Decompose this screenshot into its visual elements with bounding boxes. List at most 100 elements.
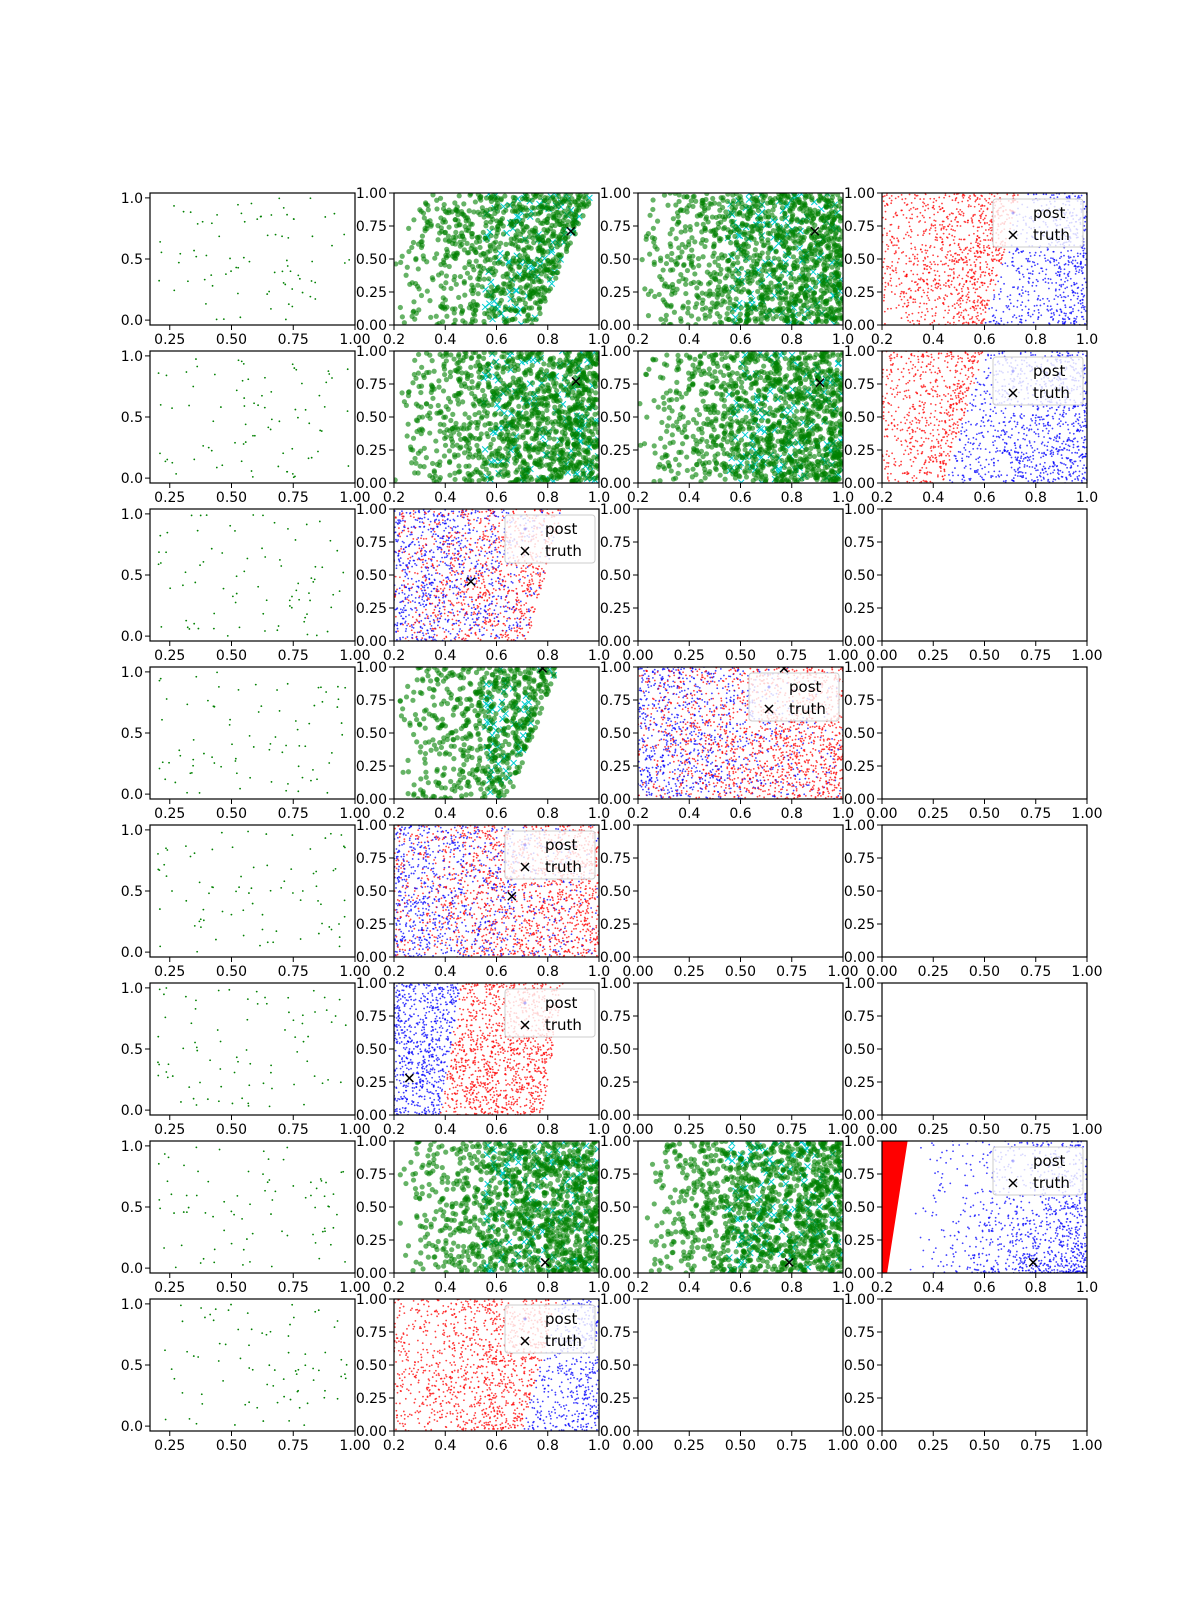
posterior-point	[973, 321, 976, 324]
posterior-point	[1063, 272, 1066, 275]
posterior-point	[981, 204, 984, 207]
posterior-point	[1049, 309, 1052, 311]
data-point	[699, 306, 706, 312]
data-point	[502, 304, 509, 310]
posterior-point	[956, 276, 959, 279]
posterior-point	[897, 247, 900, 249]
data-point	[792, 245, 798, 251]
data-point	[718, 302, 724, 308]
posterior-point	[930, 267, 932, 270]
data-point	[444, 427, 450, 433]
posterior-point	[1010, 320, 1013, 323]
data-point	[503, 241, 509, 247]
posterior-point	[946, 236, 948, 239]
posterior-point	[1012, 265, 1015, 268]
data-point	[442, 229, 449, 235]
data-point	[811, 265, 817, 271]
posterior-point	[955, 288, 958, 291]
posterior-point	[982, 246, 985, 249]
posterior-point	[1006, 265, 1009, 267]
posterior-point	[945, 262, 947, 265]
posterior-point	[976, 280, 979, 283]
data-point	[529, 279, 536, 285]
posterior-point	[934, 263, 937, 266]
data-point	[798, 254, 804, 260]
posterior-point	[991, 272, 994, 275]
data-point	[649, 235, 655, 241]
data-point	[670, 216, 676, 222]
data-point	[578, 423, 584, 429]
data-point	[698, 240, 704, 246]
posterior-point	[927, 297, 930, 299]
posterior-point	[1038, 254, 1041, 257]
data-point	[399, 314, 405, 320]
data-point	[680, 303, 686, 309]
posterior-point	[967, 271, 970, 273]
posterior-point	[981, 281, 984, 284]
posterior-point	[1072, 308, 1074, 310]
posterior-point	[1064, 263, 1067, 265]
posterior-point	[911, 319, 914, 322]
data-point	[449, 209, 455, 215]
data-point	[675, 255, 681, 261]
data-point	[835, 225, 841, 231]
posterior-point	[979, 261, 982, 264]
posterior-point	[897, 225, 900, 228]
posterior-point	[895, 244, 898, 247]
data-point	[196, 365, 199, 368]
data-point	[242, 362, 245, 365]
data-point	[442, 237, 449, 243]
posterior-point	[956, 293, 959, 296]
posterior-point	[905, 305, 908, 308]
posterior-point	[949, 274, 952, 277]
data-point	[704, 193, 710, 197]
posterior-point	[895, 271, 898, 274]
data-point	[751, 273, 758, 279]
posterior-point	[985, 266, 988, 269]
posterior-point	[949, 243, 952, 246]
data-point	[730, 218, 736, 225]
posterior-point	[942, 303, 945, 306]
posterior-point	[972, 320, 974, 323]
data-point	[318, 394, 321, 397]
data-point	[797, 240, 803, 247]
x-tick-label: 0.75	[278, 490, 309, 506]
data-point	[767, 223, 773, 229]
posterior-point	[977, 299, 979, 301]
data-point	[791, 317, 797, 323]
posterior-point	[1027, 193, 1030, 196]
posterior-point	[974, 265, 977, 268]
posterior-point	[884, 204, 886, 207]
data-point	[683, 290, 689, 297]
posterior-point	[1071, 289, 1074, 292]
data-point	[688, 198, 694, 204]
posterior-point	[947, 264, 950, 267]
posterior-point	[882, 261, 885, 264]
data-point	[755, 288, 761, 295]
posterior-point	[883, 294, 886, 296]
posterior-point	[993, 195, 996, 198]
data-point	[182, 210, 185, 213]
posterior-point	[964, 248, 967, 250]
data-point	[462, 223, 468, 230]
data-point	[569, 395, 575, 401]
legend-truth-marker	[1008, 230, 1018, 240]
posterior-point	[936, 211, 939, 214]
posterior-point	[980, 213, 983, 216]
posterior-point	[953, 321, 955, 324]
posterior-point	[1084, 228, 1087, 231]
data-point	[229, 257, 231, 260]
posterior-point	[934, 312, 937, 315]
posterior-point	[935, 199, 938, 202]
data-point	[546, 444, 552, 450]
data-point	[557, 242, 563, 248]
data-point	[745, 243, 752, 249]
data-point	[495, 195, 501, 201]
data-point	[418, 404, 424, 410]
posterior-point	[917, 311, 920, 314]
posterior-point	[980, 205, 982, 208]
posterior-point	[1082, 249, 1085, 252]
data-point	[294, 475, 296, 478]
data-point	[736, 288, 742, 294]
posterior-point	[937, 285, 940, 288]
